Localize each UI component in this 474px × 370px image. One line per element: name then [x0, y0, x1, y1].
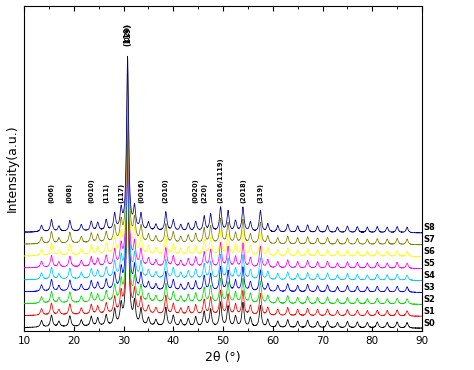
Text: S8: S8: [423, 223, 435, 232]
Text: (119): (119): [123, 23, 132, 46]
Text: (0010): (0010): [88, 178, 94, 203]
Text: S5: S5: [423, 259, 436, 268]
X-axis label: 2θ (°): 2θ (°): [205, 352, 241, 364]
Text: (220): (220): [201, 183, 207, 203]
Text: (0016): (0016): [138, 178, 144, 203]
Text: (020): (020): [125, 23, 130, 43]
Text: S6: S6: [423, 247, 436, 256]
Text: S4: S4: [423, 271, 436, 280]
Text: S0: S0: [423, 319, 435, 328]
Y-axis label: Intensity(a.u.): Intensity(a.u.): [6, 124, 18, 212]
Text: (2018): (2018): [240, 178, 246, 203]
Text: (008): (008): [67, 183, 73, 203]
Text: (319): (319): [257, 183, 264, 203]
Text: (111): (111): [103, 183, 109, 203]
Text: (117): (117): [118, 183, 124, 203]
Text: (2010): (2010): [163, 178, 169, 203]
Text: S3: S3: [423, 283, 435, 292]
Text: S7: S7: [423, 235, 435, 244]
Text: (0020): (0020): [193, 178, 199, 203]
Text: S2: S2: [423, 295, 436, 304]
Text: (2016/1119): (2016/1119): [218, 158, 224, 203]
Text: S1: S1: [423, 307, 436, 316]
Text: (006): (006): [48, 183, 55, 203]
